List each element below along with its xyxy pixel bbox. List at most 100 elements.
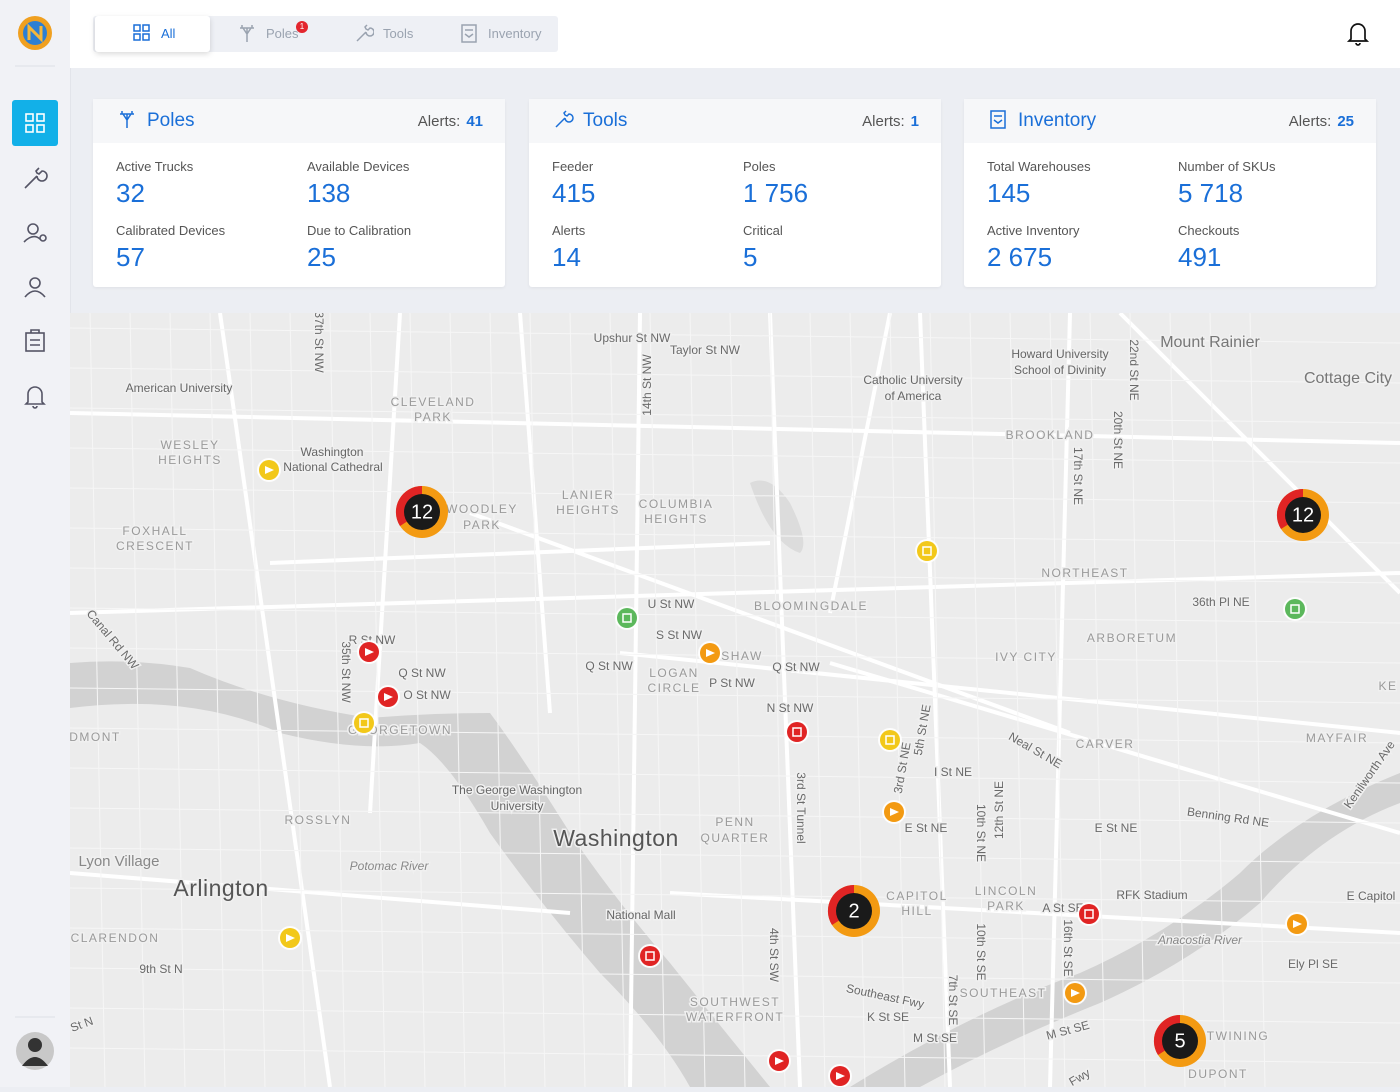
street	[70, 807, 1400, 824]
tab[interactable]: All	[95, 16, 210, 52]
sidebar	[0, 0, 71, 1087]
map-label: O St NW	[403, 688, 451, 702]
cluster-count: 5	[1174, 1030, 1185, 1052]
marker-arrow	[265, 466, 274, 474]
marker-house	[885, 735, 895, 745]
map-label: Q St NW	[772, 660, 820, 674]
map-label: S St NW	[656, 628, 703, 642]
map-label: 37th St NW	[312, 313, 326, 373]
marker-arrow	[1293, 920, 1302, 928]
map-label: 17th St NE	[1071, 447, 1085, 505]
map-label: QUARTER	[701, 831, 770, 845]
map-marker[interactable]	[638, 944, 662, 968]
street	[70, 727, 1400, 744]
map-marker[interactable]	[376, 685, 400, 709]
road	[1118, 313, 1400, 595]
cluster-count: 12	[411, 501, 433, 523]
map-cluster[interactable]: 2	[827, 884, 880, 937]
street	[529, 313, 546, 1087]
street	[70, 367, 1400, 384]
marker-house	[792, 727, 802, 737]
cluster-core	[1162, 1023, 1198, 1059]
map-marker[interactable]	[767, 1049, 791, 1073]
map-cluster[interactable]: 12	[1276, 488, 1329, 541]
map-marker[interactable]	[1077, 902, 1101, 926]
street	[889, 313, 906, 1087]
tab-bar: All Poles 1 Tools Inventory	[93, 16, 558, 52]
map-label: 10th St SE	[974, 923, 988, 980]
nav-tools[interactable]	[24, 167, 48, 189]
card-alerts: Alerts: 25	[1289, 113, 1354, 130]
cluster-count: 2	[848, 900, 859, 922]
map-label: 7th St SE	[946, 975, 960, 1026]
stat-label: Total Warehouses	[987, 159, 1091, 174]
stat-label: Active Trucks	[116, 159, 194, 174]
map-label: 35th St NW	[339, 641, 353, 703]
map-marker[interactable]	[1063, 981, 1087, 1005]
map-label: E St NE	[905, 821, 948, 835]
stat-value: 57	[116, 242, 145, 272]
card-title: Poles	[147, 110, 195, 131]
road	[218, 313, 332, 1087]
road	[368, 313, 402, 814]
map-label: Howard University	[1011, 347, 1108, 361]
map-label: 9th St N	[139, 962, 182, 976]
map-marker[interactable]	[878, 728, 902, 752]
map-label: WESLEY	[160, 438, 219, 452]
map-label: TWINING	[1207, 1029, 1270, 1043]
alerts-count: 41	[466, 113, 483, 130]
map-cluster[interactable]: 5	[1153, 1014, 1206, 1067]
map-label: FOXHALL	[122, 524, 187, 538]
map-label: MAYFAIR	[1306, 731, 1368, 745]
map-label: Ely Pl SE	[1288, 957, 1338, 971]
tab-label: Poles	[266, 26, 299, 41]
map-marker[interactable]	[357, 640, 381, 664]
street	[169, 313, 186, 1087]
tab[interactable]: Inventory	[448, 16, 558, 52]
street	[809, 313, 826, 1087]
stat-value: 32	[116, 178, 145, 208]
map-label: Washington	[301, 445, 364, 459]
map-marker[interactable]	[915, 539, 939, 563]
map-marker[interactable]	[1283, 597, 1307, 621]
map-label: K St SE	[867, 1010, 909, 1024]
map-marker[interactable]	[615, 606, 639, 630]
map-marker[interactable]	[828, 1064, 852, 1087]
street	[70, 327, 1400, 344]
notification-bell[interactable]	[1345, 20, 1371, 48]
map-cluster[interactable]: 12	[395, 485, 448, 538]
card-alerts: Alerts: 41	[418, 113, 483, 130]
nav-clipboard[interactable]	[25, 332, 45, 352]
street	[249, 313, 266, 1087]
map-marker[interactable]	[257, 458, 281, 482]
tab[interactable]: Tools	[343, 16, 433, 52]
map-marker[interactable]	[698, 641, 722, 665]
stat-card: Tools Alerts: 1 Feeder 415 Poles 1 756 Alerts 14…	[529, 99, 941, 287]
tab[interactable]: Poles 1	[226, 16, 326, 52]
nav-alerts[interactable]	[24, 386, 46, 409]
street	[729, 313, 746, 1087]
map-marker[interactable]	[785, 720, 809, 744]
street	[929, 313, 946, 1087]
map-label: N St NW	[767, 701, 814, 715]
card-header: Inventory Alerts: 25	[964, 99, 1376, 143]
map-marker[interactable]	[882, 800, 906, 824]
stat-value: 138	[307, 178, 351, 208]
nav-users[interactable]	[27, 223, 39, 235]
marker-arrow	[286, 934, 295, 942]
card-icon	[120, 111, 134, 128]
nav-team[interactable]	[29, 277, 41, 289]
map-label: Washington	[553, 825, 679, 851]
map-marker[interactable]	[278, 926, 302, 950]
map-label: LINCOLN	[975, 884, 1038, 898]
map-label: American University	[126, 381, 233, 395]
map-marker[interactable]	[1285, 912, 1309, 936]
map-marker[interactable]	[352, 711, 376, 735]
map-label: Anacostia River	[1157, 933, 1243, 947]
road	[269, 541, 771, 565]
nav-dashboard[interactable]	[12, 100, 58, 146]
map-label: KE	[1378, 679, 1397, 693]
map-label: HEIGHTS	[644, 512, 708, 526]
